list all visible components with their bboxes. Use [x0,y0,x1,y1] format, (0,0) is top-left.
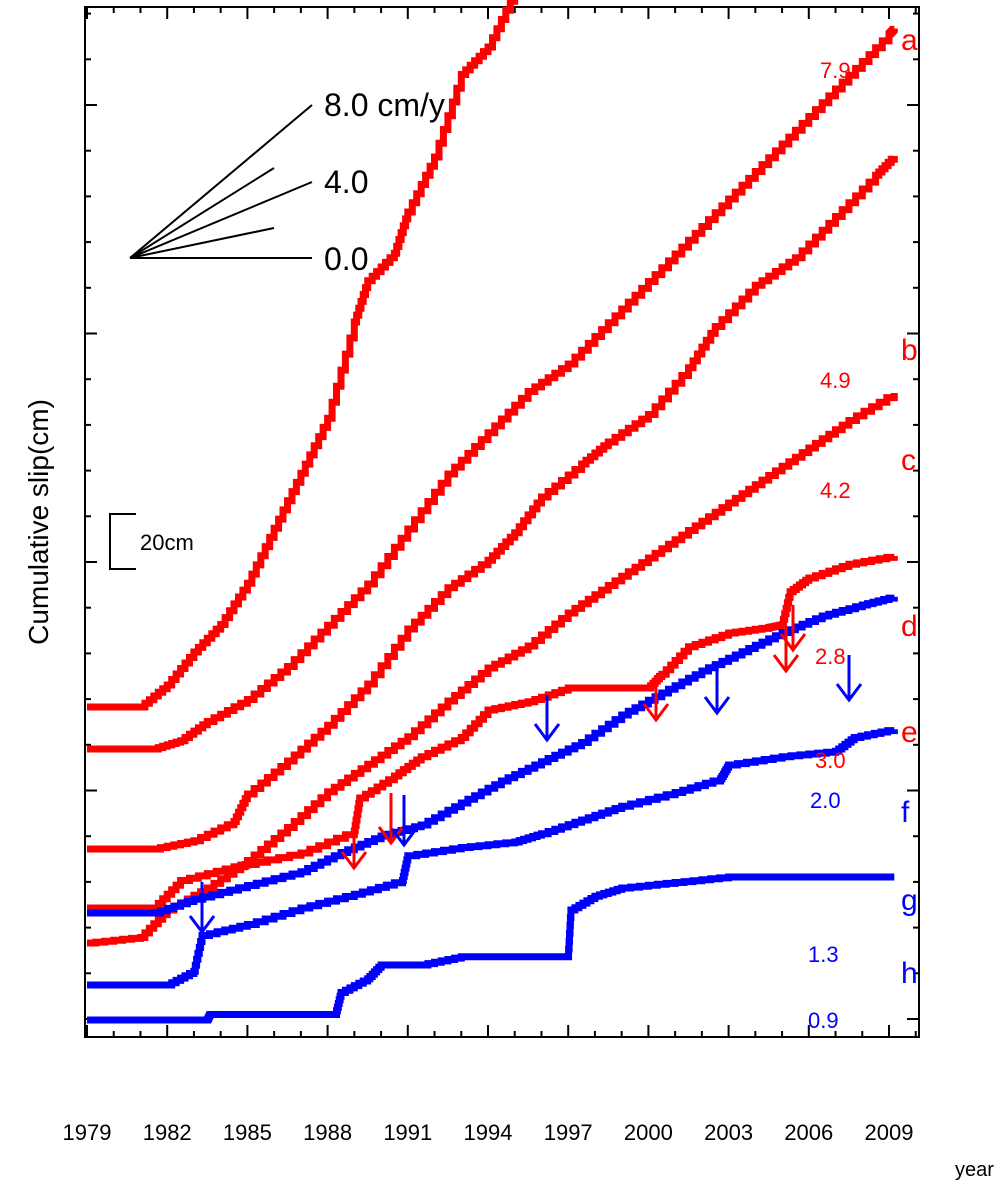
series-b-letter: b [901,334,918,367]
event-arrow-head [377,826,405,846]
x-tick-label: 2006 [784,1120,833,1145]
x-tick-label: 1982 [143,1120,192,1145]
event-arrow-head [533,723,561,743]
event-arrow-head [772,654,800,674]
series-c-letter: c [901,444,916,477]
scale-bar-bracket [109,513,136,570]
rate-line-2 [129,227,275,259]
x-tick-label: 1997 [544,1120,593,1145]
rate-label-8: 8.0 cm/y [324,87,445,123]
event-arrow-head [703,696,731,716]
series-b-line [87,25,898,753]
event-arrow-head [390,828,418,848]
series-f-letter: f [901,796,910,829]
x-tick-label: 1985 [223,1120,272,1145]
x-tick-label: 1979 [63,1120,112,1145]
arrows-layer [188,605,863,935]
series-a-line [87,0,519,711]
rate-inset: 8.0 cm/y 4.0 0.0 [129,87,445,277]
series-h-rate-label: 0.9 [808,1008,839,1033]
event-arrow-head [779,633,807,653]
event-arrow-head [340,851,368,871]
rate-line-8 [129,104,313,259]
x-tick-label: 2009 [865,1120,914,1145]
y-ticks [85,12,919,1020]
x-tick-label: 2003 [704,1120,753,1145]
series-d-rate-label: 2.8 [815,644,846,669]
series-d-line [87,553,898,912]
series-layer [87,0,898,1024]
series-c-rate-label: 4.2 [820,478,851,503]
scale-bar: 20cm [109,513,194,570]
series-d-letter: d [901,610,918,643]
series-b-rate-label: 4.9 [820,368,851,393]
series-e-rate-label: 3.0 [815,748,846,773]
x-tick-label: 2000 [624,1120,673,1145]
series-g-letter: g [901,884,918,917]
rate-label-0: 0.0 [324,241,368,277]
series-g-rate-label: 1.3 [808,942,839,967]
series-h-line [87,873,895,1024]
x-axis-label: year [955,1159,994,1181]
x-ticks: 1979 1982 1985 1988 1991 1994 1997 2000 2003 2006… [63,7,917,1145]
event-arrow-head [188,915,216,935]
rate-label-4: 4.0 [324,164,368,200]
y-axis-label: Cumulative slip(cm) [23,399,54,645]
series-a-letter: a [901,24,918,57]
series-e-letter: e [901,716,918,749]
series-a-rate-label: 7.9 [820,58,851,83]
event-arrow-head [642,703,670,723]
scale-bar-label: 20cm [140,530,194,555]
event-arrow-head [835,683,863,703]
x-tick-label: 1994 [464,1120,513,1145]
rate-line-4 [129,181,313,259]
x-tick-label: 1988 [303,1120,352,1145]
series-g-line [87,727,898,989]
plot-frame [84,6,920,1038]
series-h-letter: h [901,957,918,990]
labels-layer: a 7.9 b 4.9 c 4.2 d 2.8 e 3.0 f 2.0 g 1.3 h 0.9 [808,24,918,1033]
series-e-line [87,393,898,947]
series-c-line [87,155,898,853]
series-f-rate-label: 2.0 [810,788,841,813]
rate-line-6 [129,167,275,259]
x-tick-label: 1991 [383,1120,432,1145]
